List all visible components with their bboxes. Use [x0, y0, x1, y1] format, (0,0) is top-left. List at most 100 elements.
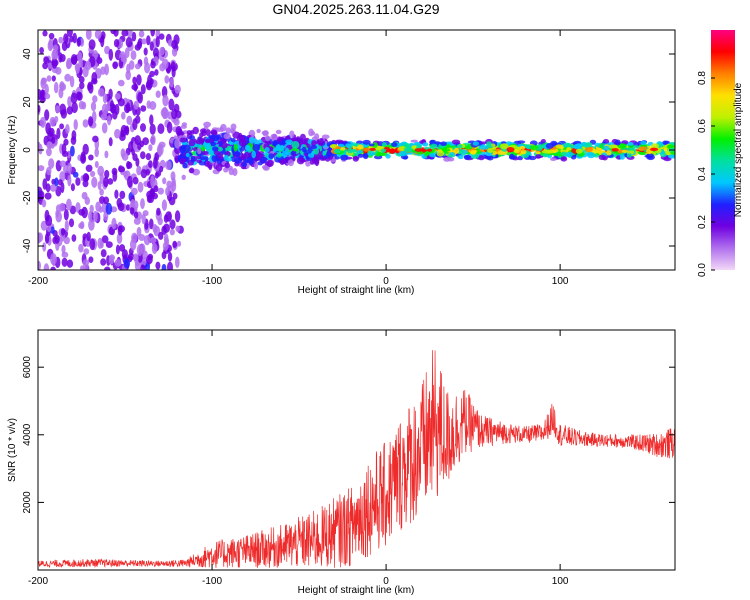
heatmap-cell: [284, 147, 290, 154]
heatmap-cell: [626, 147, 633, 151]
heatmap-cell: [313, 148, 319, 155]
heatmap-cell: [61, 257, 68, 267]
heatmap-cell: [91, 72, 98, 84]
heatmap-cell: [134, 63, 141, 70]
heatmap-cell: [141, 213, 146, 225]
heatmap-cell: [472, 141, 479, 146]
heatmap-cell: [126, 115, 133, 126]
heatmap-cell: [108, 88, 113, 100]
heatmap-cell: [148, 160, 153, 169]
heatmap-cell: [391, 142, 398, 147]
heatmap-cell: [56, 127, 61, 140]
heatmap-cell: [55, 185, 62, 197]
heatmap-cell: [385, 153, 391, 159]
heatmap-cell: [523, 144, 532, 149]
heatmap-cell: [38, 165, 45, 172]
heatmap-cell: [150, 134, 156, 146]
heatmap-cell: [611, 148, 619, 152]
heatmap-cell: [369, 147, 376, 151]
heatmap-cell: [97, 88, 105, 97]
heatmap-cell: [171, 177, 176, 187]
heatmap-cell: [617, 149, 624, 154]
heatmap-cell: [38, 104, 41, 113]
heatmap-cell: [235, 151, 241, 157]
heatmap-cell: [133, 211, 139, 219]
heatmap-x-tick-label: -100: [202, 276, 222, 287]
heatmap-cell: [132, 76, 137, 85]
heatmap-cell: [529, 145, 539, 151]
heatmap-cell: [287, 159, 294, 167]
heatmap-cell: [82, 119, 89, 128]
heatmap-cell: [310, 145, 318, 150]
heatmap-cell: [109, 254, 115, 261]
heatmap-cell: [105, 202, 113, 215]
heatmap-cell: [158, 141, 166, 148]
heatmap-cell: [71, 234, 77, 242]
heatmap-cell: [100, 31, 106, 40]
snr-y-tick-label: 2000: [22, 491, 33, 514]
heatmap-cell: [38, 143, 43, 155]
heatmap-cell: [212, 146, 219, 152]
heatmap-cell: [179, 137, 187, 143]
heatmap-cell: [513, 149, 520, 154]
heatmap-cell: [185, 152, 190, 158]
heatmap-cell: [116, 233, 123, 244]
heatmap-cell: [606, 150, 612, 156]
heatmap-cell: [77, 51, 83, 62]
heatmap-cell: [126, 204, 130, 211]
heatmap-cell: [39, 47, 44, 54]
heatmap-cell: [272, 140, 279, 146]
heatmap-cell: [123, 258, 130, 269]
heatmap-cell: [100, 249, 107, 258]
heatmap-cell: [464, 145, 473, 150]
heatmap-cell: [167, 261, 173, 270]
heatmap-cell: [128, 141, 135, 153]
heatmap-cell: [540, 139, 546, 144]
heatmap-cell: [38, 232, 42, 244]
heatmap-cell: [174, 138, 182, 149]
heatmap-cell: [172, 192, 178, 200]
heatmap-cell: [97, 181, 102, 190]
heatmap-cell: [63, 209, 69, 221]
heatmap-cell: [121, 30, 129, 37]
heatmap-cell: [262, 130, 269, 137]
heatmap-cell: [133, 100, 139, 110]
heatmap-cell: [117, 202, 125, 212]
heatmap-cell: [95, 201, 101, 212]
heatmap-cell: [542, 153, 549, 158]
heatmap-cell: [86, 231, 91, 242]
heatmap-cell: [48, 38, 54, 50]
heatmap-cell: [140, 198, 145, 210]
heatmap-cell: [110, 103, 117, 114]
heatmap-cell: [137, 142, 142, 151]
heatmap-cell: [126, 175, 133, 188]
heatmap-cell: [79, 82, 85, 90]
heatmap-cell: [161, 199, 167, 211]
heatmap-cell: [427, 148, 433, 152]
heatmap-cell: [54, 234, 60, 244]
heatmap-cell: [334, 139, 344, 144]
heatmap-cell: [90, 170, 96, 177]
heatmap-cell: [223, 167, 229, 173]
heatmap-cell: [231, 138, 236, 143]
heatmap-cell: [603, 145, 611, 151]
heatmap-cell: [133, 253, 139, 262]
heatmap-cell: [49, 184, 57, 192]
heatmap-cell: [301, 146, 307, 153]
heatmap-cell: [43, 263, 50, 270]
heatmap-cell: [155, 36, 160, 48]
heatmap-cell: [594, 142, 600, 147]
heatmap-cell: [132, 176, 139, 185]
heatmap-cell: [120, 124, 128, 137]
heatmap-cell: [587, 152, 595, 159]
heatmap-cell: [113, 39, 120, 48]
colorbar: 0.0 0.2 0.4 0.6 0.8 Normalized spectral ampl…: [697, 30, 744, 277]
heatmap-cell: [373, 155, 383, 160]
heatmap-cell: [508, 155, 518, 160]
heatmap-cell: [117, 98, 125, 107]
heatmap-cell: [208, 164, 213, 171]
heatmap-cell: [63, 236, 70, 245]
heatmap-cell: [375, 153, 381, 157]
